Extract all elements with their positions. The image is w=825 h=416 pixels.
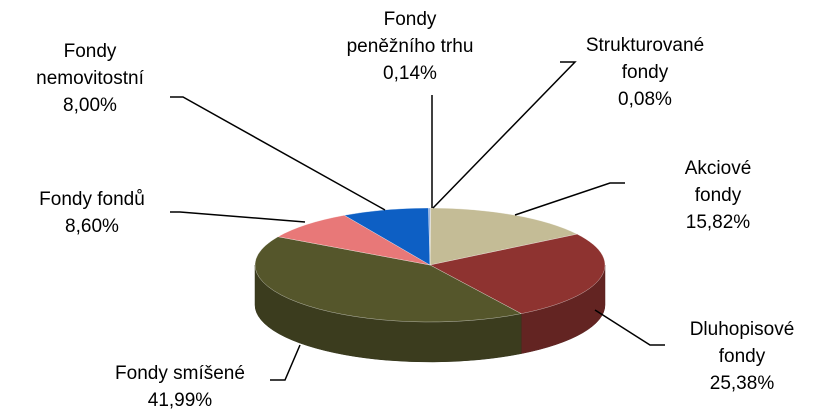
slice	[429, 207, 578, 266]
slice-label: Fondy fondů 8,60%	[39, 186, 145, 240]
category-label: Strukturované fondy	[585, 35, 705, 83]
leader-line	[432, 61, 577, 209]
pie-tops	[254, 207, 606, 323]
slice	[254, 236, 522, 323]
slice-label: Strukturované fondy 0,08%	[586, 32, 704, 113]
category-label: Akciové fondy	[684, 158, 752, 206]
leader-line	[514, 182, 625, 216]
slice-label: Dluhopisové fondy 25,38%	[690, 316, 795, 397]
slice-label: Fondy nemovitostní 8,00%	[36, 38, 144, 119]
category-label: Fondy peněžního trhu	[346, 9, 474, 57]
slice	[428, 207, 431, 266]
slice-label: Fondy smíšené 41,99%	[115, 360, 245, 414]
value-label: 15,82%	[685, 212, 751, 233]
slice	[277, 215, 431, 266]
leader-line	[170, 96, 386, 211]
leader-line	[594, 309, 665, 346]
value-label: 41,99%	[147, 390, 213, 411]
value-label: 8,00%	[63, 95, 117, 116]
leader-line	[170, 211, 306, 223]
category-label: Fondy nemovitostní	[36, 41, 144, 89]
value-label: 25,38%	[709, 373, 775, 394]
leader-line	[270, 344, 301, 381]
slice	[429, 233, 606, 314]
value-label: 8,60%	[65, 216, 119, 237]
slice-label: Akciové fondy 15,82%	[665, 155, 772, 236]
value-label: 0,14%	[383, 63, 437, 84]
category-label: Dluhopisové fondy	[689, 319, 795, 367]
category-label: Fondy smíšené	[115, 363, 245, 384]
category-label: Fondy fondů	[39, 189, 145, 210]
slice-label: Fondy peněžního trhu 0,14%	[347, 6, 474, 87]
value-label: 0,08%	[618, 89, 672, 110]
